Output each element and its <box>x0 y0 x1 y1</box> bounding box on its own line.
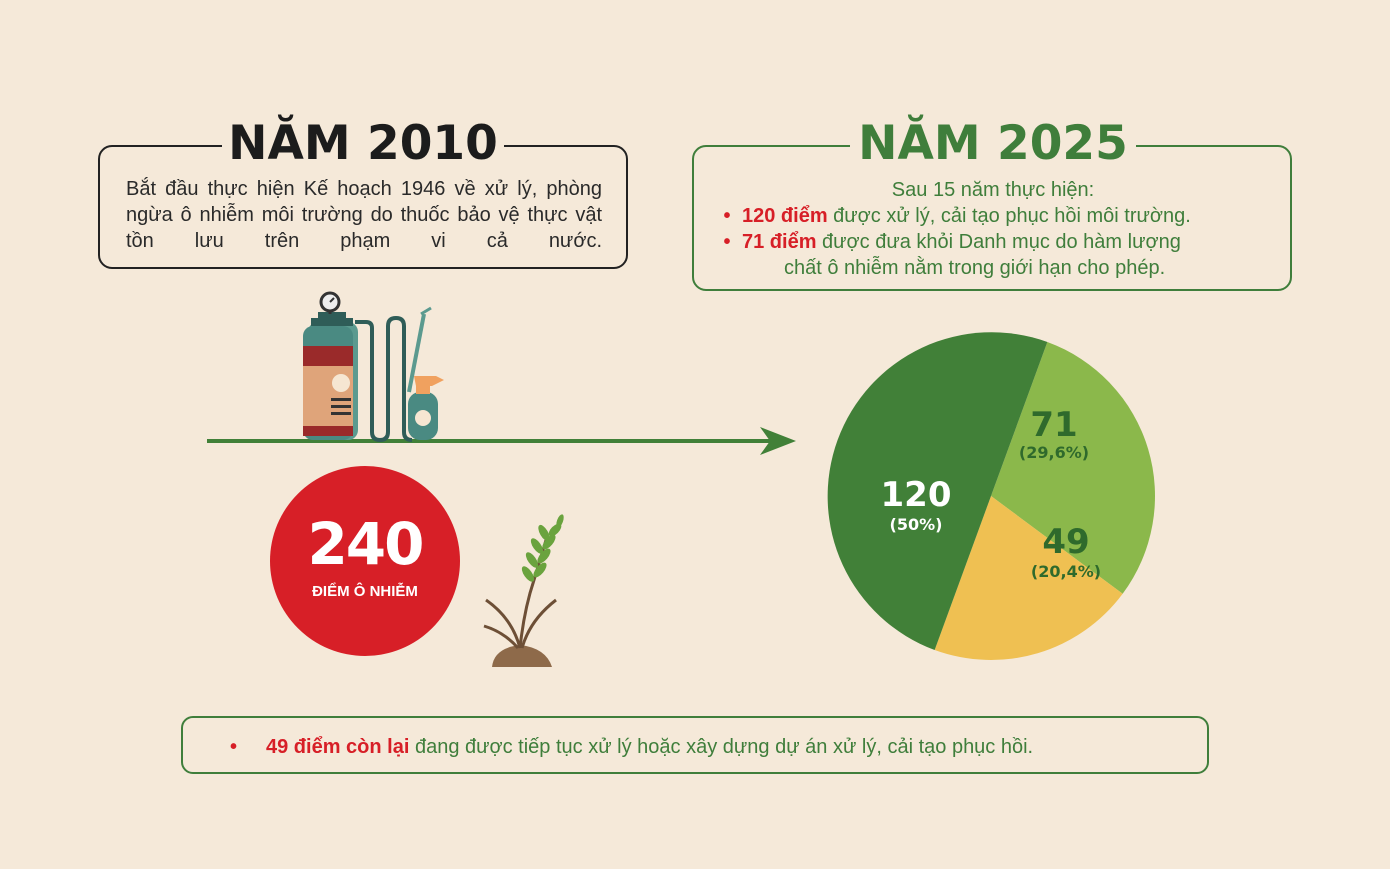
summary-intro: Sau 15 năm thực hiện: <box>891 179 1095 201</box>
pollution-count-circle: 240 ĐIỂM Ô NHIỄM <box>270 466 460 656</box>
pie-slice-120 <box>827 332 1048 651</box>
bullet-dot: • <box>723 231 731 253</box>
bullet-item: • 120 điểm được xử lý, cải tạo phục hồi … <box>712 203 1274 229</box>
description-2010: Bắt đầu thực hiện Kế hoạch 1946 về xử lý… <box>126 178 602 252</box>
pollution-count-label: ĐIỂM Ô NHIỄM <box>312 583 418 600</box>
slice-value-label: 71 <box>1030 405 1077 445</box>
slice-percent-label: (20,4%) <box>1031 562 1101 581</box>
pollution-count-value: 240 <box>307 510 424 578</box>
bullet-dot: • <box>230 736 238 758</box>
bullet-dot: • <box>723 205 731 227</box>
slice-value-label: 49 <box>1042 522 1089 562</box>
pesticide-sprayer-icon <box>303 291 432 443</box>
slice-percent-label: (29,6%) <box>1019 443 1089 462</box>
bullet-text: được đưa khỏi Danh mục do hàm lượng <box>816 231 1181 253</box>
slice-percent-label: (50%) <box>890 515 943 534</box>
bullet-highlight: 120 điểm <box>742 205 828 227</box>
pie-slice-71 <box>991 341 1155 594</box>
bullet-text: được xử lý, cải tạo phục hồi môi trường. <box>827 205 1191 227</box>
bottom-text: đang được tiếp tục xử lý hoặc xây dựng d… <box>409 736 1034 758</box>
plant-sprout-icon <box>483 514 564 667</box>
spray-bottle-icon <box>408 376 444 440</box>
bottom-highlight: 49 điểm còn lại <box>266 736 410 758</box>
pie-chart: 71(29,6%) 49(20,4%) 120(50%) <box>827 332 1155 660</box>
bottom-note-box <box>181 716 1209 774</box>
bullet-item: • 71 điểm được đưa khỏi Danh mục do hàm … <box>712 229 1274 255</box>
summary-2025: Sau 15 năm thực hiện: • 120 điểm được xử… <box>712 177 1274 281</box>
title-2025: NĂM 2025 <box>850 112 1136 176</box>
bullet-highlight: 71 điểm <box>742 231 817 253</box>
bullet-continuation: chất ô nhiễm nằm trong giới hạn cho phép… <box>784 257 1166 279</box>
title-2010: NĂM 2010 <box>222 112 504 176</box>
slice-value-label: 120 <box>881 475 952 515</box>
bottom-note: • 49 điểm còn lại đang được tiếp tục xử … <box>230 734 1190 760</box>
pie-slice-49 <box>934 496 1123 660</box>
arrow-right-icon <box>207 427 796 455</box>
